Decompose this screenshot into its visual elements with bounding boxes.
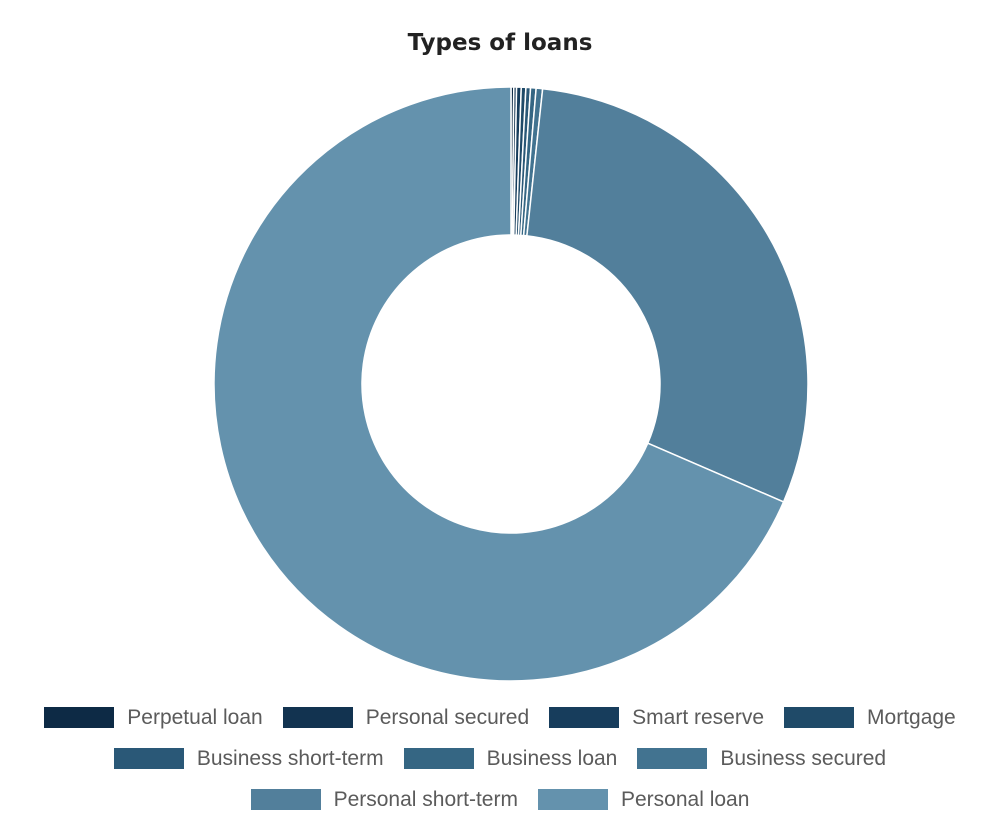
legend-label: Business secured <box>720 746 887 770</box>
legend-label: Personal secured <box>365 705 530 729</box>
legend-item-business-loan[interactable]: Business loan <box>403 746 618 771</box>
donut-slice-personal-loan[interactable] <box>213 86 785 682</box>
legend-swatch <box>403 748 474 769</box>
donut-chart <box>213 86 809 682</box>
legend-item-business-short-term[interactable]: Business short-term <box>113 746 384 771</box>
chart-legend: Perpetual loan Personal secured Smart re… <box>0 697 1000 820</box>
legend-swatch <box>113 748 184 769</box>
legend-row: Personal short-term Personal loan <box>0 779 1000 820</box>
legend-label: Perpetual loan <box>127 705 263 729</box>
legend-item-personal-secured[interactable]: Personal secured <box>282 705 530 730</box>
chart-title: Types of loans <box>407 30 593 56</box>
legend-label: Personal loan <box>620 787 750 811</box>
legend-label: Smart reserve <box>632 705 765 729</box>
legend-swatch <box>549 707 620 728</box>
legend-swatch <box>282 707 353 728</box>
legend-item-business-secured[interactable]: Business secured <box>637 747 886 771</box>
legend-row: Perpetual loan Personal secured Smart re… <box>0 697 1000 738</box>
legend-item-smart-reserve[interactable]: Smart reserve <box>549 706 764 730</box>
legend-swatch <box>537 789 608 810</box>
legend-item-mortgage[interactable]: Mortgage <box>784 706 956 730</box>
legend-label: Mortgage <box>867 705 956 729</box>
legend-item-perpetual-loan[interactable]: Perpetual loan <box>44 705 263 730</box>
legend-label: Business short-term <box>196 746 384 770</box>
legend-label: Business loan <box>486 746 618 770</box>
legend-label: Personal short-term <box>333 787 518 811</box>
donut-slice-personal-short-term[interactable] <box>526 87 809 503</box>
legend-swatch <box>44 707 115 728</box>
legend-item-personal-loan[interactable]: Personal loan <box>537 787 750 812</box>
legend-swatch <box>784 707 855 728</box>
legend-swatch <box>637 748 708 769</box>
legend-swatch <box>250 789 321 810</box>
legend-item-personal-short-term[interactable]: Personal short-term <box>250 787 518 812</box>
legend-row: Business short-term Business loan Busine… <box>0 738 1000 779</box>
